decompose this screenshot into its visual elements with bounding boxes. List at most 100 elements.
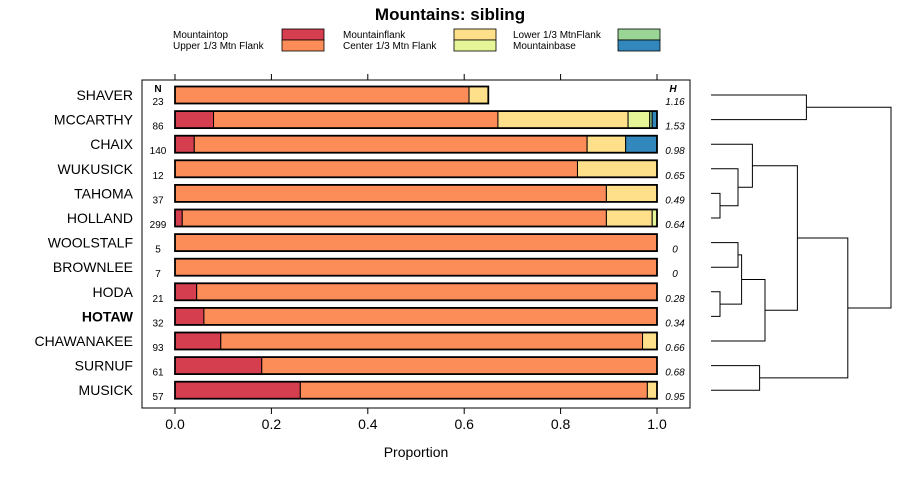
- x-tick-label: 1.0: [647, 416, 667, 432]
- h-value: 1.16: [665, 97, 685, 108]
- n-header: N: [154, 84, 161, 95]
- bar-segment: [576, 159, 658, 178]
- bar-segment: [605, 209, 653, 227]
- legend-label: Mountaintop: [173, 30, 228, 41]
- n-value: 32: [152, 318, 164, 329]
- x-tick-label: 0.6: [454, 416, 474, 432]
- bar-segment: [220, 332, 644, 350]
- dendrogram-link: [806, 106, 892, 309]
- row-label: HOTAW: [82, 308, 134, 324]
- bar-segment: [646, 381, 658, 400]
- bar-segment: [174, 135, 195, 154]
- n-value: 5: [155, 245, 161, 256]
- row-label: WOOLSTALF: [48, 235, 133, 251]
- row-label: SHAVER: [76, 87, 133, 103]
- h-value: 0.95: [665, 392, 685, 403]
- bar-segment: [174, 258, 658, 277]
- bar-segment: [174, 233, 658, 252]
- x-tick-label: 0.0: [165, 416, 185, 432]
- h-value: 0.68: [665, 368, 685, 379]
- bar-segment: [196, 282, 658, 301]
- x-tick-label: 0.4: [358, 416, 378, 432]
- n-value: 7: [155, 269, 161, 280]
- bar-segment: [468, 86, 489, 104]
- bar-segment: [174, 356, 263, 375]
- x-tick-label: 0.8: [551, 416, 571, 432]
- bar-outline: [174, 356, 658, 376]
- bar-segment: [193, 135, 588, 154]
- row-label: HOLLAND: [67, 210, 133, 226]
- bar-segment: [605, 184, 658, 203]
- dendrogram: [711, 94, 892, 391]
- legend-swatch: [281, 28, 325, 41]
- bar-segment: [174, 307, 205, 326]
- h-value: 0.98: [665, 146, 685, 157]
- bars: [174, 85, 658, 400]
- dendrogram-link: [711, 291, 721, 317]
- dendrogram-link: [711, 242, 739, 268]
- row-label: MCCARTHY: [54, 112, 134, 128]
- bar-outline: [174, 331, 658, 351]
- dendrogram-link: [711, 365, 761, 391]
- bar-segment: [642, 332, 658, 350]
- n-value: 23: [152, 97, 164, 108]
- dendrogram-link: [711, 168, 739, 207]
- bar-outline: [174, 85, 490, 105]
- row-labels: SHAVER 23 1.16 MCCARTHY 86 1.53 CHAIX 140 0.98 WU…: [34, 87, 685, 403]
- n-value: 12: [152, 171, 164, 182]
- bar-segment: [213, 110, 499, 129]
- n-value: 86: [152, 122, 164, 133]
- dendrogram-link: [711, 94, 807, 121]
- legend-label: Upper 1/3 Mtn Flank: [173, 41, 265, 52]
- legend-swatch: [617, 39, 661, 52]
- bar-outline: [174, 134, 658, 154]
- bar-segment: [174, 86, 470, 104]
- bar-outline: [174, 257, 658, 277]
- row-label: MUSICK: [79, 382, 134, 398]
- bar-segment: [174, 209, 183, 227]
- bar-segment: [497, 110, 629, 129]
- n-value: 21: [152, 294, 164, 305]
- row-label: TAHOMA: [74, 185, 134, 201]
- legend-label: Center 1/3 Mtn Flank: [343, 41, 437, 52]
- plot-panel: [141, 79, 691, 409]
- bar-segment: [261, 356, 658, 375]
- h-value: 0.64: [665, 220, 685, 231]
- bar-outline: [174, 183, 658, 203]
- bar-segment: [174, 110, 215, 129]
- h-header: H: [669, 84, 677, 95]
- x-tick-label: 0.2: [262, 416, 282, 432]
- chart-title: Mountains: sibling: [375, 5, 525, 24]
- dendrogram-link: [711, 192, 721, 219]
- legend-swatch: [453, 28, 497, 41]
- legend-swatch: [617, 28, 661, 41]
- h-value: 0: [672, 245, 678, 256]
- legend-swatch: [281, 39, 325, 52]
- n-value: 57: [152, 392, 164, 403]
- bar-segment: [174, 332, 222, 350]
- bar-segment: [174, 381, 301, 400]
- row-label: CHAWANAKEE: [34, 333, 133, 349]
- h-value: 0.49: [665, 195, 685, 206]
- bar-outline: [174, 233, 658, 253]
- n-value: 140: [150, 146, 167, 157]
- bar-outline: [174, 306, 658, 326]
- bar-outline: [174, 110, 658, 129]
- bar-outline: [174, 208, 658, 228]
- legend-swatch: [453, 39, 497, 52]
- bar-outline: [174, 282, 658, 302]
- x-axis: 0.0 0.2 0.4 0.6 0.8 1.0 N H: [141, 74, 691, 432]
- row-label: CHAIX: [90, 136, 133, 152]
- bar-segment: [203, 307, 658, 326]
- legend-label: Lower 1/3 MtnFlank: [513, 30, 602, 41]
- bar-segment: [174, 184, 607, 203]
- bar-segment: [299, 381, 648, 400]
- row-label: HODA: [93, 284, 134, 300]
- bar-segment: [174, 159, 578, 178]
- n-value: 93: [152, 343, 164, 354]
- dendrogram-link: [711, 143, 753, 188]
- h-value: 1.53: [665, 122, 685, 133]
- bar-segment: [627, 110, 651, 129]
- bar-segment: [174, 282, 198, 301]
